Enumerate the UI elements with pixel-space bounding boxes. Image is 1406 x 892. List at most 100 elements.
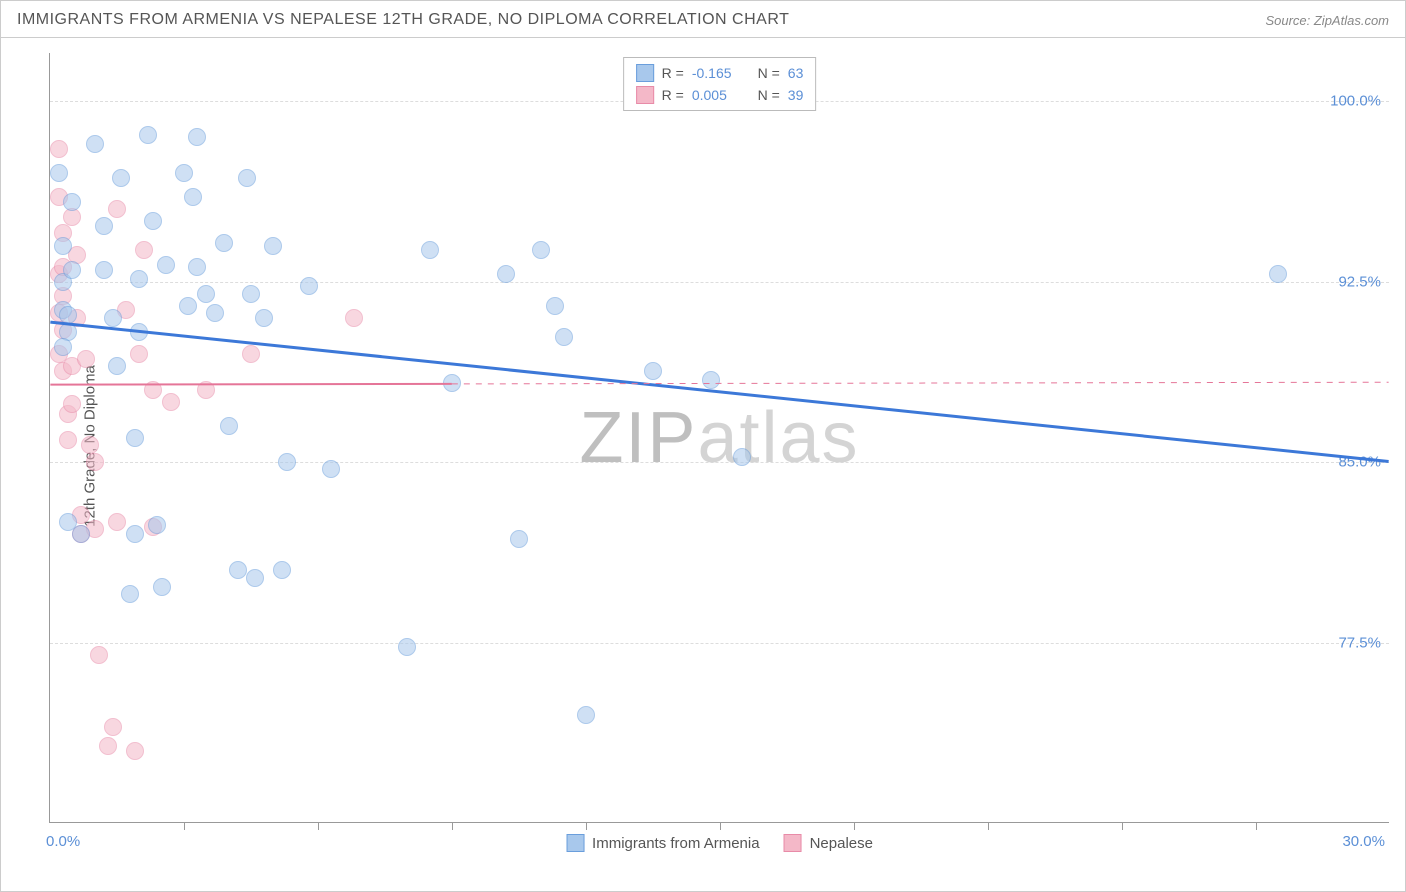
chart-title: IMMIGRANTS FROM ARMENIA VS NEPALESE 12TH…: [17, 11, 789, 29]
y-tick-label: 100.0%: [1330, 93, 1381, 110]
data-point: [77, 350, 95, 368]
watermark-zip: ZIP: [579, 398, 697, 478]
data-point: [86, 135, 104, 153]
trend-line-dashed: [452, 382, 1389, 384]
data-point: [59, 306, 77, 324]
x-tick: [452, 822, 453, 830]
data-point: [345, 309, 363, 327]
data-point: [108, 200, 126, 218]
data-point: [139, 126, 157, 144]
chart-header: IMMIGRANTS FROM ARMENIA VS NEPALESE 12TH…: [1, 1, 1405, 38]
data-point: [188, 258, 206, 276]
legend-r-value: 0.005: [692, 87, 742, 103]
data-point: [206, 304, 224, 322]
legend-series: Immigrants from Armenia Nepalese: [566, 834, 873, 852]
x-tick: [184, 822, 185, 830]
data-point: [510, 530, 528, 548]
data-point: [153, 578, 171, 596]
data-point: [278, 453, 296, 471]
data-point: [242, 285, 260, 303]
data-point: [238, 169, 256, 187]
legend-series-item: Immigrants from Armenia: [566, 834, 760, 852]
data-point: [126, 429, 144, 447]
y-tick-label: 85.0%: [1338, 454, 1381, 471]
data-point: [130, 323, 148, 341]
data-point: [184, 188, 202, 206]
y-tick-label: 77.5%: [1338, 634, 1381, 651]
legend-n-label: N =: [750, 87, 780, 103]
data-point: [242, 345, 260, 363]
watermark-atlas: atlas: [697, 398, 859, 478]
legend-swatch: [636, 86, 654, 104]
data-point: [95, 261, 113, 279]
data-point: [1269, 265, 1287, 283]
data-point: [144, 381, 162, 399]
data-point: [54, 237, 72, 255]
legend-series-label: Nepalese: [810, 835, 873, 852]
data-point: [90, 646, 108, 664]
data-point: [644, 362, 662, 380]
data-point: [126, 742, 144, 760]
data-point: [188, 128, 206, 146]
data-point: [443, 374, 461, 392]
trend-lines: [50, 53, 1389, 822]
data-point: [264, 237, 282, 255]
data-point: [130, 270, 148, 288]
data-point: [108, 357, 126, 375]
data-point: [398, 638, 416, 656]
data-point: [220, 417, 238, 435]
data-point: [50, 164, 68, 182]
data-point: [121, 585, 139, 603]
x-axis-min-label: 0.0%: [46, 833, 80, 850]
data-point: [59, 431, 77, 449]
legend-series-item: Nepalese: [784, 834, 873, 852]
data-point: [555, 328, 573, 346]
legend-swatch: [566, 834, 584, 852]
data-point: [130, 345, 148, 363]
data-point: [81, 436, 99, 454]
x-tick: [1256, 822, 1257, 830]
chart-source: Source: ZipAtlas.com: [1265, 13, 1389, 28]
data-point: [197, 381, 215, 399]
data-point: [144, 212, 162, 230]
trend-line-solid: [50, 384, 451, 385]
legend-r-label: R =: [662, 87, 684, 103]
x-tick: [854, 822, 855, 830]
gridline: [50, 282, 1389, 283]
legend-swatch: [636, 64, 654, 82]
data-point: [148, 516, 166, 534]
plot-area: 100.0%92.5%85.0%77.5% ZIPatlas R = -0.16…: [49, 53, 1389, 823]
data-point: [157, 256, 175, 274]
legend-n-value: 39: [788, 87, 804, 103]
data-point: [135, 241, 153, 259]
data-point: [63, 261, 81, 279]
data-point: [733, 448, 751, 466]
data-point: [86, 453, 104, 471]
data-point: [497, 265, 515, 283]
data-point: [322, 460, 340, 478]
data-point: [300, 277, 318, 295]
legend-stat-row: R = -0.165 N = 63: [624, 62, 816, 84]
data-point: [246, 569, 264, 587]
legend-r-value: -0.165: [692, 65, 742, 81]
data-point: [63, 193, 81, 211]
trend-line-solid: [50, 322, 1388, 461]
data-point: [99, 737, 117, 755]
data-point: [63, 395, 81, 413]
legend-r-label: R =: [662, 65, 684, 81]
data-point: [255, 309, 273, 327]
x-tick: [988, 822, 989, 830]
data-point: [95, 217, 113, 235]
data-point: [104, 718, 122, 736]
legend-n-label: N =: [750, 65, 780, 81]
gridline: [50, 643, 1389, 644]
data-point: [104, 309, 122, 327]
data-point: [421, 241, 439, 259]
data-point: [577, 706, 595, 724]
legend-series-label: Immigrants from Armenia: [592, 835, 760, 852]
x-axis-max-label: 30.0%: [1342, 833, 1385, 850]
data-point: [162, 393, 180, 411]
x-tick: [1122, 822, 1123, 830]
gridline: [50, 462, 1389, 463]
data-point: [54, 338, 72, 356]
